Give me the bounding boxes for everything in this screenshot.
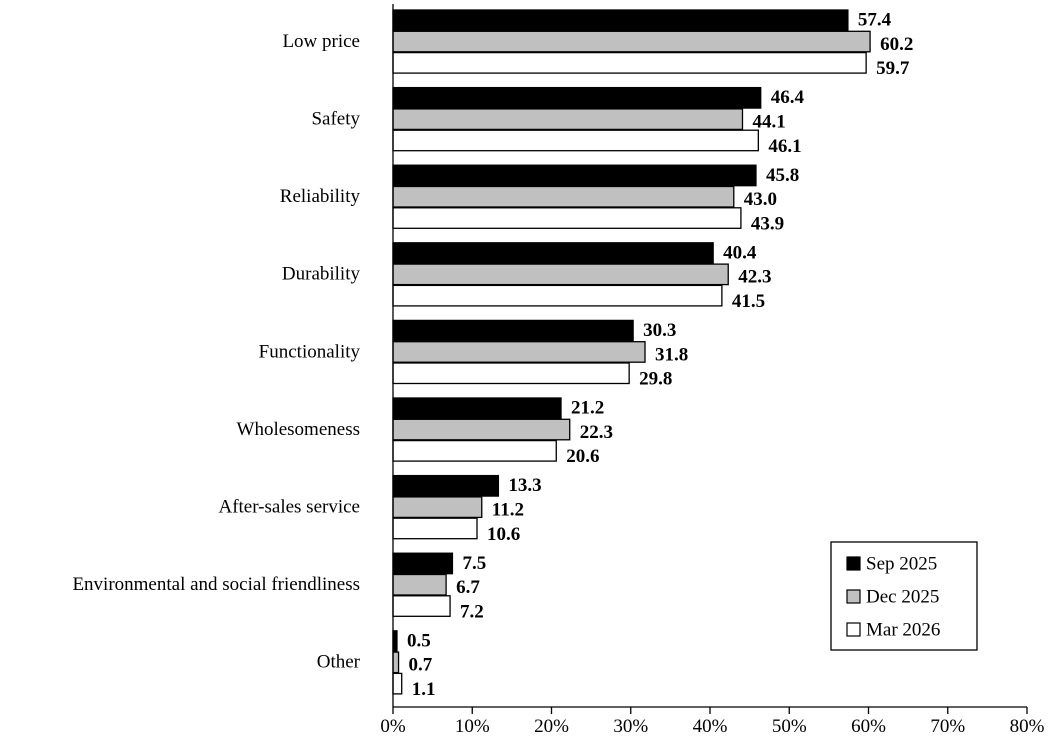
bar-mar-2026-wholesomeness [392,439,557,462]
bar-dec-2025-safety [392,108,744,131]
category-label: After-sales service [218,497,360,518]
bar-dec-2025-reliability [392,185,735,208]
data-label: 1.1 [412,679,436,700]
bar-dec-2025-other [392,651,400,674]
legend-label: Sep 2025 [866,553,937,574]
data-label: 40.4 [723,242,757,263]
bar-dec-2025-durability [392,263,729,286]
bar-mar-2026-reliability [392,207,742,229]
legend: Sep 2025 Dec 2025 Mar 2026 [830,541,978,651]
data-label: 21.2 [571,398,604,419]
category-label: Other [317,652,361,673]
data-label: 46.1 [768,136,801,157]
bar-mar-2026-functionality [392,362,630,385]
bar-sep-2025-reliability [392,164,757,187]
data-label: 57.4 [858,10,892,31]
data-label: 20.6 [566,446,599,467]
category-label: Reliability [280,186,361,207]
category-label: Low price [282,31,360,52]
x-tick-label: 20% [534,716,569,737]
x-tick-label: 70% [930,716,965,737]
category-label: Durability [282,264,361,285]
bar-mar-2026-durability [392,284,723,307]
bar-mar-2026-environmental-and-social-friendliness [392,595,451,617]
legend-label: Mar 2026 [866,619,940,640]
bar-mar-2026-low-price [392,51,867,74]
bar-sep-2025-environmental-and-social-friendliness [392,552,454,575]
bar-mar-2026-safety [392,129,759,152]
bar-sep-2025-durability [392,242,714,264]
data-label: 29.8 [639,369,672,390]
data-label: 0.5 [407,630,431,651]
data-label: 46.4 [771,87,805,108]
bars-layer: 57.4 60.2 59.7 46.4 44.1 46.1 45.8 43.0 43.9 40.4… [392,9,913,700]
category-labels: Low price Safety Reliability Durability Func… [72,31,360,673]
bar-dec-2025-environmental-and-social-friendliness [392,573,447,596]
bar-mar-2026-other [392,672,403,695]
data-label: 11.2 [492,500,524,521]
data-label: 10.6 [487,524,520,545]
category-label: Environmental and social friendliness [72,574,360,595]
legend-label: Dec 2025 [866,586,939,607]
bar-sep-2025-after-sales-service [392,474,500,497]
x-tick-label: 0% [380,716,406,737]
bar-sep-2025-safety [392,86,762,109]
data-label: 30.3 [643,320,676,341]
category-label: Functionality [259,341,361,362]
data-label: 43.0 [744,189,777,210]
data-label: 44.1 [752,112,785,133]
category-label: Safety [311,109,360,130]
data-label: 0.7 [409,655,433,676]
data-label: 31.8 [655,344,688,365]
data-label: 60.2 [880,34,913,55]
x-tick-label: 50% [772,716,807,737]
x-tick-label: 80% [1010,716,1045,737]
x-tick-label: 60% [851,716,886,737]
legend-swatch [846,622,861,637]
bar-sep-2025-functionality [392,319,634,342]
legend-swatch [846,589,861,604]
bar-dec-2025-low-price [392,30,871,53]
x-tick-label: 40% [693,716,728,737]
category-label: Wholesomeness [237,419,360,440]
data-label: 43.9 [751,213,784,234]
bar-dec-2025-functionality [392,341,646,363]
legend-swatch [846,556,861,571]
data-label: 45.8 [766,165,799,186]
data-label: 59.7 [876,58,910,79]
x-tick-label: 10% [455,716,490,737]
bar-sep-2025-low-price [392,9,849,32]
bar-mar-2026-after-sales-service [392,517,478,540]
data-label: 6.7 [456,577,480,598]
data-label: 22.3 [580,422,613,443]
x-tick-label: 30% [613,716,648,737]
data-label: 13.3 [508,475,541,496]
bar-dec-2025-wholesomeness [392,418,571,441]
bar-sep-2025-wholesomeness [392,397,562,420]
data-label: 42.3 [738,267,771,288]
data-label: 7.5 [462,553,486,574]
bar-dec-2025-after-sales-service [392,496,483,519]
x-axis: 0% 10% 20% 30% 40% 50% 60% 70% 80% [380,4,1045,737]
data-label: 41.5 [732,291,765,312]
data-label: 7.2 [460,601,484,622]
